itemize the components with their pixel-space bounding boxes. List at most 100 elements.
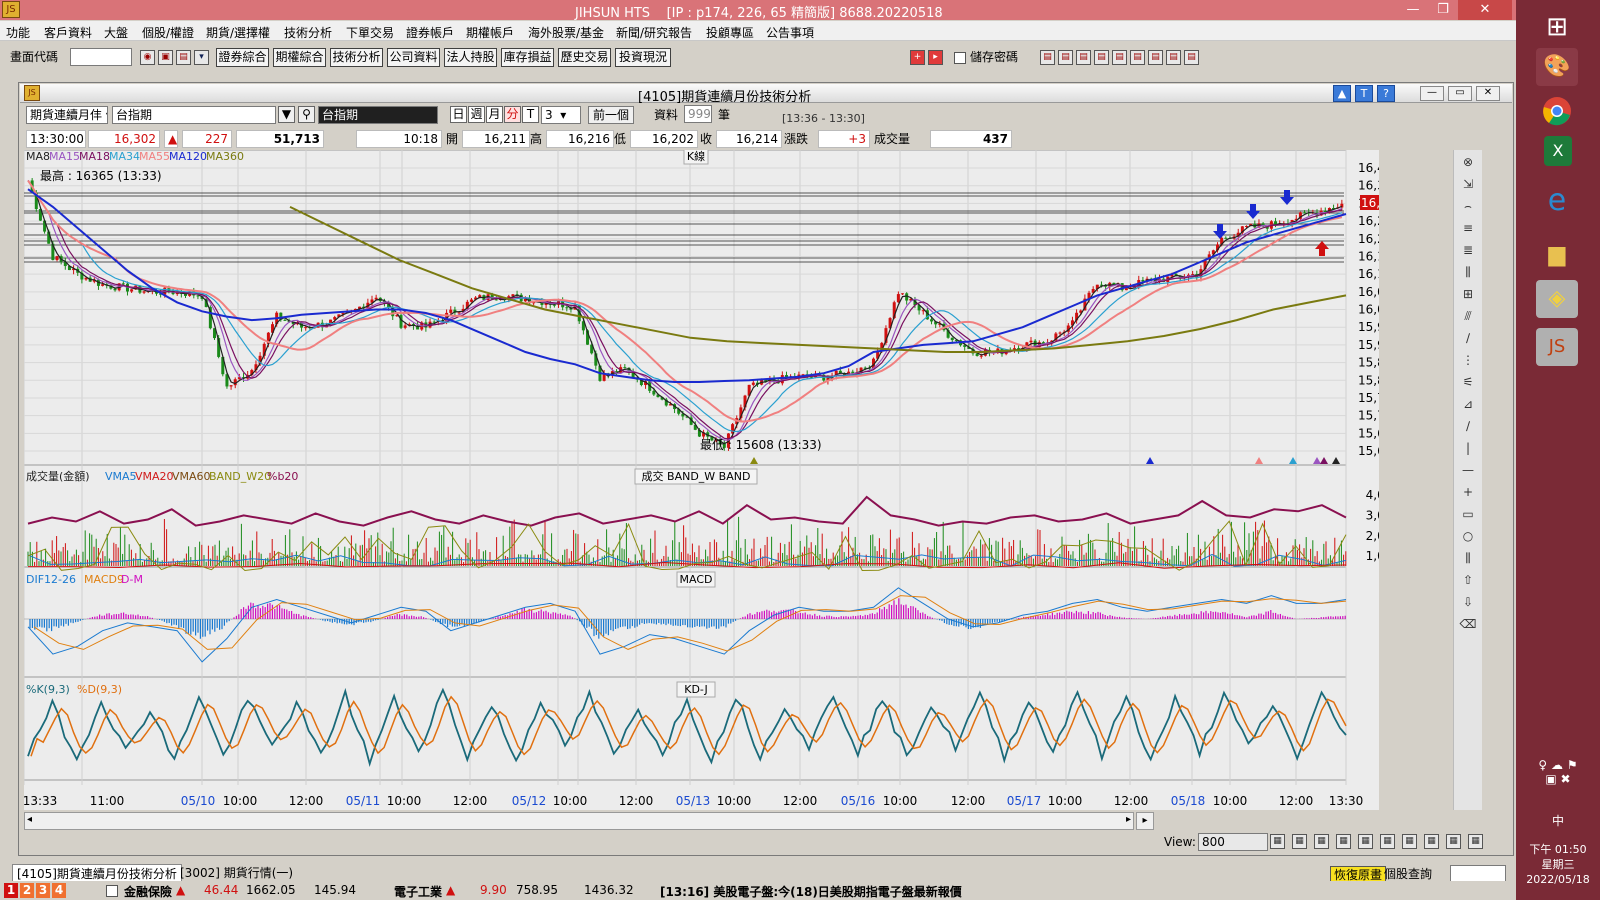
jihsun-hts-icon[interactable]: JS — [1536, 328, 1578, 366]
bottom-tab-0[interactable]: [4105]期貨連續月份技術分析 — [12, 864, 182, 883]
technical-chart[interactable]: 16,40016,35016,30016,25016,20016,15016,1… — [24, 150, 1379, 810]
menu-item-1[interactable]: 客戶資料 — [44, 26, 93, 40]
chart-tool-icon-5[interactable]: ▦ — [1380, 834, 1395, 849]
toolbar-button-6[interactable]: 歷史交易 — [558, 48, 611, 67]
bottom-tab-1[interactable]: [3002] 期貨行情(一) — [180, 866, 294, 880]
notes-icon[interactable]: ◈ — [1536, 280, 1578, 318]
inner-close-button[interactable]: ✕ — [1476, 86, 1500, 101]
file-explorer-icon[interactable]: ▆ — [1548, 242, 1566, 267]
toolbar-tool-icon-8[interactable]: ▤ — [1184, 50, 1199, 65]
draw-tool-icon-14[interactable]: — — [1462, 463, 1474, 477]
draw-tool-icon-17[interactable]: ○ — [1462, 529, 1474, 543]
status-checkbox[interactable] — [106, 885, 118, 897]
inner-restore-button[interactable]: ▭ — [1448, 86, 1472, 101]
draw-tool-icon-21[interactable]: ⌫ — [1459, 617, 1477, 631]
chart-tool-icon-7[interactable]: ▦ — [1424, 834, 1439, 849]
draw-tool-icon-1[interactable]: ⇲ — [1462, 177, 1474, 191]
draw-tool-icon-4[interactable]: ≣ — [1462, 243, 1474, 257]
toolbar-tool-icon-3[interactable]: ▤ — [1094, 50, 1109, 65]
inner-minimize-button[interactable]: — — [1420, 86, 1444, 101]
draw-tool-icon-5[interactable]: ⫼ — [1465, 265, 1471, 279]
chart-tool-icon-6[interactable]: ▦ — [1402, 834, 1417, 849]
period-button-4[interactable]: T — [522, 106, 539, 123]
draw-tool-icon-15[interactable]: + — [1462, 485, 1474, 499]
minutes-select[interactable]: 3 ▾ — [541, 106, 581, 124]
menu-item-9[interactable]: 海外股票/基金 — [528, 26, 605, 40]
red-search-icon[interactable]: ▣ — [158, 50, 173, 65]
symbol-input[interactable]: 台指期 — [112, 106, 276, 124]
draw-tool-icon-8[interactable]: ∕ — [1465, 331, 1471, 345]
dropdown-icon[interactable]: ▾ — [194, 50, 209, 65]
draw-tool-icon-11[interactable]: ⊿ — [1462, 397, 1474, 411]
status-news-ticker[interactable]: [13:16] 美股電子盤:今(18)日美股期指電子盤最新報價 — [660, 885, 962, 899]
toolbar-tool-icon-5[interactable]: ▤ — [1130, 50, 1145, 65]
period-button-0[interactable]: 日 — [450, 106, 467, 123]
menu-item-2[interactable]: 大盤 — [104, 26, 129, 40]
draw-tool-icon-3[interactable]: ≡ — [1462, 221, 1474, 235]
scroll-end-button[interactable]: ▸ — [1136, 812, 1154, 830]
excel-icon[interactable]: X — [1544, 136, 1572, 166]
toolbar-tool-icon-0[interactable]: ▤ — [1040, 50, 1055, 65]
toolbar-button-7[interactable]: 投資現況 — [615, 48, 671, 67]
plus-red-icon[interactable]: + — [910, 50, 925, 65]
draw-tool-icon-12[interactable]: ∕ — [1465, 419, 1471, 433]
toolbar-button-0[interactable]: 證券綜合 — [216, 48, 269, 67]
menu-item-7[interactable]: 證券帳戶 — [406, 26, 455, 40]
t-icon[interactable]: T — [1355, 85, 1373, 102]
chart-tool-icon-9[interactable]: ▦ — [1468, 834, 1483, 849]
contract-select[interactable]: 期貨連續月仹 ▾ — [26, 106, 108, 124]
chart-tool-icon-2[interactable]: ▦ — [1314, 834, 1329, 849]
save-password-checkbox[interactable] — [954, 52, 966, 64]
view-input[interactable]: 800 — [1198, 833, 1268, 851]
chart-tool-icon-4[interactable]: ▦ — [1358, 834, 1373, 849]
period-button-1[interactable]: 週 — [468, 106, 485, 123]
draw-tool-icon-19[interactable]: ⇧ — [1462, 573, 1474, 587]
menu-item-3[interactable]: 個股/權證 — [142, 26, 195, 40]
toolbar-button-1[interactable]: 期權綜合 — [273, 48, 326, 67]
windows-start-icon[interactable]: ⊞ — [1546, 12, 1568, 42]
red-print-icon[interactable]: ▤ — [176, 50, 191, 65]
status-num-2[interactable]: 2 — [20, 883, 34, 898]
red-query-icon[interactable]: ◉ — [140, 50, 155, 65]
toolbar-button-5[interactable]: 庫存損益 — [501, 48, 554, 67]
scroll-left-icon[interactable]: ◂ — [27, 814, 33, 825]
chart-tool-icon-1[interactable]: ▦ — [1292, 834, 1307, 849]
menu-item-8[interactable]: 期權帳戶 — [466, 26, 515, 40]
maximize-button[interactable]: ❐ — [1437, 2, 1449, 17]
draw-tool-icon-16[interactable]: ▭ — [1462, 507, 1474, 521]
ime-indicator[interactable]: 中 — [1551, 814, 1564, 828]
menu-item-10[interactable]: 新聞/研究報告 — [616, 26, 693, 40]
chrome-icon[interactable] — [1536, 92, 1578, 130]
toolbar-tool-icon-4[interactable]: ▤ — [1112, 50, 1127, 65]
draw-tool-icon-0[interactable]: ⊗ — [1462, 155, 1474, 169]
horizontal-scrollbar[interactable]: ◂ ▸ — [24, 812, 1134, 830]
draw-tool-icon-18[interactable]: ⫼ — [1465, 551, 1471, 565]
draw-tool-icon-13[interactable]: | — [1465, 441, 1471, 455]
chart-tool-icon-0[interactable]: ▦ — [1270, 834, 1285, 849]
menu-item-4[interactable]: 期貨/選擇權 — [206, 26, 271, 40]
toolbar-button-3[interactable]: 公司資料 — [387, 48, 440, 67]
toolbar-tool-icon-6[interactable]: ▤ — [1148, 50, 1163, 65]
paint-icon[interactable]: 🎨 — [1536, 48, 1578, 86]
draw-tool-icon-9[interactable]: ⋮ — [1462, 353, 1474, 367]
minimize-button[interactable]: — — [1406, 2, 1420, 17]
screen-code-input[interactable] — [70, 48, 132, 66]
triangle-up-icon[interactable]: ▲ — [1333, 85, 1351, 102]
toolbar-tool-icon-2[interactable]: ▤ — [1076, 50, 1091, 65]
symbol-dropdown-icon[interactable]: ▼ — [278, 106, 295, 123]
menu-item-6[interactable]: 下單交易 — [346, 26, 395, 40]
ie-icon[interactable]: e — [1547, 183, 1567, 218]
menu-item-11[interactable]: 投顧專區 — [706, 26, 755, 40]
toolbar-tool-icon-1[interactable]: ▤ — [1058, 50, 1073, 65]
draw-tool-icon-10[interactable]: ⚟ — [1462, 375, 1474, 389]
flag-red-icon[interactable]: ▸ — [928, 50, 943, 65]
toolbar-button-2[interactable]: 技術分析 — [330, 48, 383, 67]
period-button-3[interactable]: 分 — [504, 106, 521, 123]
prev-button[interactable]: 前一個 — [588, 106, 634, 124]
scroll-right-icon[interactable]: ▸ — [1125, 814, 1131, 825]
chart-tool-icon-8[interactable]: ▦ — [1446, 834, 1461, 849]
draw-tool-icon-7[interactable]: ⫻ — [1464, 309, 1472, 323]
status-num-1[interactable]: 1 — [4, 883, 18, 898]
period-button-2[interactable]: 月 — [486, 106, 503, 123]
status-num-3[interactable]: 3 — [36, 883, 50, 898]
